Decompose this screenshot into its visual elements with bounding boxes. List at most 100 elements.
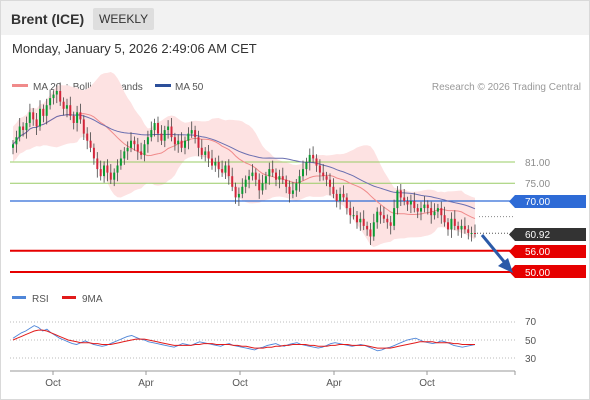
time-axis-label: Oct xyxy=(232,378,248,389)
rsi-line xyxy=(12,325,476,352)
candle-body xyxy=(450,218,453,230)
rsi-tick-50: 50 xyxy=(525,336,537,347)
candle xyxy=(35,113,38,135)
last-price-tag xyxy=(509,228,586,241)
last-price-label: 60.92 xyxy=(525,230,550,241)
candle-body xyxy=(143,144,146,155)
candle-body xyxy=(123,151,126,159)
candle-body xyxy=(244,179,247,187)
candle-body xyxy=(150,130,153,138)
candle xyxy=(450,212,453,238)
candle xyxy=(214,157,217,172)
candle-body xyxy=(312,154,315,159)
candle-body xyxy=(322,172,325,177)
rsi-legend-label: RSI xyxy=(32,294,49,305)
candle-body xyxy=(332,186,335,194)
candle xyxy=(318,159,321,182)
level-label-70: 70.00 xyxy=(525,197,550,208)
candle xyxy=(62,97,65,116)
candle xyxy=(32,108,35,126)
candle-body xyxy=(12,144,14,148)
candle-body xyxy=(224,165,227,173)
candle-body xyxy=(177,140,180,145)
candle xyxy=(224,161,227,179)
candle-body xyxy=(460,225,463,230)
candle-body xyxy=(281,176,284,180)
candle-body xyxy=(369,229,372,237)
candle-body xyxy=(180,140,183,148)
candle xyxy=(49,89,52,110)
candle xyxy=(130,132,132,153)
candle-body xyxy=(32,112,35,120)
candle xyxy=(447,218,449,236)
candle-body xyxy=(204,151,207,155)
candle-body xyxy=(92,147,95,159)
candle-body xyxy=(440,208,443,216)
candle xyxy=(140,142,143,160)
candle xyxy=(261,174,264,195)
candle xyxy=(200,139,203,160)
candle xyxy=(254,168,257,187)
candle-body xyxy=(339,193,342,201)
candle xyxy=(440,201,443,224)
timestamp: Monday, January 5, 2026 2:49:06 AM CET xyxy=(12,41,257,56)
candle xyxy=(463,217,466,234)
candle-body xyxy=(109,172,112,180)
candle-body xyxy=(86,133,89,141)
candle xyxy=(187,127,190,150)
candle-body xyxy=(76,112,79,123)
candle xyxy=(237,187,240,206)
candle xyxy=(217,155,220,178)
candle-body xyxy=(207,151,210,159)
candle-body xyxy=(372,222,375,237)
candle xyxy=(55,84,58,104)
candle xyxy=(39,100,41,131)
candle xyxy=(302,160,304,181)
candle xyxy=(342,185,345,202)
candle-body xyxy=(426,204,429,209)
candle xyxy=(349,201,352,224)
candle xyxy=(308,148,311,171)
candle xyxy=(194,125,197,144)
candle xyxy=(399,184,402,206)
candle xyxy=(264,171,267,190)
candle-body xyxy=(52,94,55,99)
candle xyxy=(406,196,409,211)
period-badge[interactable]: WEEKLY xyxy=(93,8,155,30)
candle xyxy=(376,207,379,229)
candle xyxy=(409,194,412,214)
candle xyxy=(113,168,116,187)
bollinger-band xyxy=(13,72,475,247)
rsi-ma-legend-label: 9MA xyxy=(82,294,103,305)
candle-body xyxy=(430,208,433,216)
candle xyxy=(18,118,21,142)
candle-body xyxy=(184,140,186,148)
candle xyxy=(298,169,301,192)
candle-body xyxy=(376,211,379,223)
candle xyxy=(393,199,396,231)
candle xyxy=(379,205,382,224)
candlesticks xyxy=(12,82,476,245)
candle xyxy=(92,143,95,165)
candle-body xyxy=(18,126,21,138)
candle-body xyxy=(116,165,119,173)
candle xyxy=(426,200,429,215)
candle xyxy=(423,196,426,213)
time-axis-label: Oct xyxy=(45,378,61,389)
candle-body xyxy=(349,208,352,216)
support-tag-50 xyxy=(509,265,586,278)
time-axis-label: Oct xyxy=(419,378,435,389)
candle xyxy=(52,90,55,105)
time-axis-label: Apr xyxy=(138,378,154,389)
candle-body xyxy=(463,225,466,230)
candle-body xyxy=(362,218,365,226)
bollinger-band-area xyxy=(13,72,475,247)
candle-body xyxy=(366,225,369,230)
candle-body xyxy=(302,169,304,177)
candle-body xyxy=(382,215,385,219)
candle xyxy=(123,147,126,165)
rsi-legend-swatch xyxy=(12,296,26,299)
candle-body xyxy=(248,176,250,180)
candle xyxy=(352,206,355,220)
